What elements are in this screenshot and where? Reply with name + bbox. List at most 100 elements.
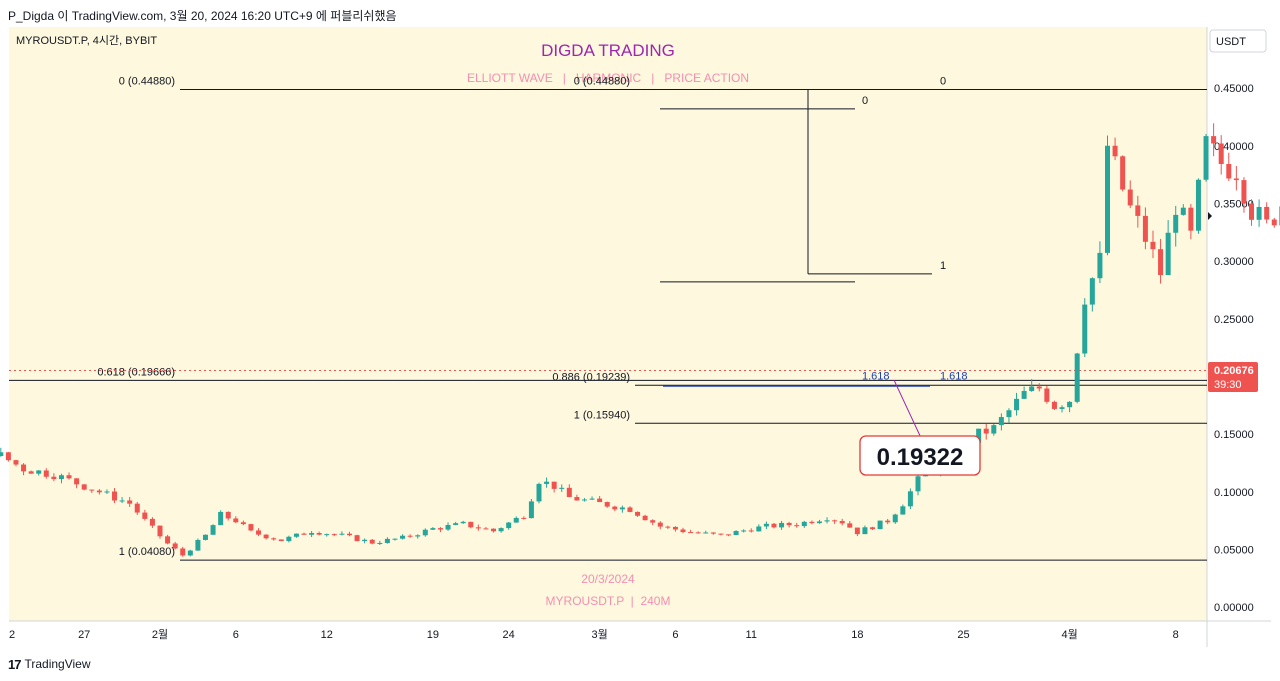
candle-body [1264, 206, 1270, 220]
candle-body [491, 528, 497, 532]
candle-body [430, 528, 436, 530]
candle-body [453, 523, 459, 525]
candle-body [460, 521, 466, 524]
candle-body [877, 520, 883, 530]
candle-body [415, 535, 421, 537]
candle-body [1203, 136, 1209, 180]
candle-body [127, 500, 133, 504]
price-tick-label: 0.35000 [1214, 198, 1254, 210]
candle-body [278, 539, 284, 542]
candle-body [619, 507, 625, 510]
candle-body [1059, 407, 1065, 409]
candle-body [483, 528, 489, 530]
price-tick-label: 0.15000 [1214, 429, 1254, 441]
candle-body [1271, 219, 1277, 226]
candle-body [703, 532, 709, 534]
candle-body [112, 491, 118, 501]
fib-retracements[interactable]: 0 (0.44880) 0.618 (0.19666) 1 (0.04080) 0 (… [9, 76, 1207, 561]
publish-header: P_Digda 이 TradingView.com, 3월 20, 2024 1… [0, 0, 1280, 28]
candle-body [149, 518, 155, 526]
candle-body [885, 520, 891, 523]
candle-body [1127, 189, 1133, 206]
candle-body [900, 506, 906, 515]
candle-body [680, 529, 686, 533]
time-tick-label: 6 [672, 629, 678, 641]
fib-level-label: 0.886 (0.19239) [552, 371, 630, 383]
currency-button[interactable] [1209, 29, 1267, 53]
candle-body [589, 498, 595, 500]
candle-body [51, 476, 57, 480]
candle-body [816, 521, 822, 524]
candle-body [862, 527, 868, 535]
time-tick-label: 8 [1173, 629, 1179, 641]
candle-body [1074, 353, 1080, 402]
time-tick-label: 6 [233, 629, 239, 641]
candle-body [233, 518, 239, 523]
candle-body [1097, 252, 1103, 279]
candle-body [551, 481, 557, 489]
time-tick-label: 4월 [1061, 628, 1077, 641]
candle-body [263, 534, 269, 539]
candle-body [695, 532, 701, 534]
candle-body [650, 520, 656, 523]
candle-body [66, 475, 72, 479]
candle-body [1195, 179, 1201, 231]
candle-body [1218, 143, 1224, 164]
candle-body [794, 525, 800, 527]
candle-body [915, 476, 921, 492]
candle-body [0, 452, 4, 457]
candle-body [1142, 215, 1148, 242]
tradingview-footer[interactable]: 17 TradingView [8, 655, 91, 673]
candle-body [657, 522, 663, 527]
candle-body [771, 523, 777, 528]
candle-body [847, 523, 853, 528]
candle-body [58, 475, 64, 480]
price-axis-background [1207, 27, 1271, 621]
candle-body [1036, 386, 1042, 389]
candle-body [1241, 180, 1247, 204]
time-tick-label: 12 [321, 629, 333, 641]
fib-level-label: 0 (0.44880) [574, 76, 630, 88]
candle-body [718, 533, 724, 535]
candle-body [339, 533, 345, 535]
candle-body [248, 524, 254, 531]
candle-body [28, 471, 34, 474]
price-tick-label: 0.25000 [1214, 314, 1254, 326]
candles [0, 123, 1280, 557]
price-axis-marker-icon [1208, 212, 1212, 220]
candle-body [422, 529, 428, 536]
candle-body [635, 511, 641, 516]
candle-body [536, 483, 542, 502]
candle-body [1173, 214, 1179, 233]
candle-body [134, 503, 140, 513]
candle-body [475, 527, 481, 529]
candle-body [1158, 249, 1164, 276]
time-axis: 2 27 2월 6 12 19 24 3월 6 11 18 25 4월 8 [9, 628, 1179, 641]
fib-level-label: 0 (0.44880) [119, 76, 175, 88]
candle-body [1256, 206, 1262, 220]
price-tick-label: 0.40000 [1214, 141, 1254, 153]
time-tick-label: 24 [503, 629, 515, 641]
price-callout-value: 0.19322 [877, 444, 964, 471]
candle-body [854, 527, 860, 535]
fib-level-label: 1 (0.15940) [574, 409, 630, 421]
fib-level-label: 1 (0.04080) [119, 546, 175, 558]
candle-body [665, 526, 671, 528]
price-callout-box[interactable] [859, 435, 981, 476]
symbol-line: MYROUSDT.P, 4시간, BYBIT [16, 34, 157, 47]
candle-body [293, 533, 299, 537]
candle-body [316, 533, 322, 535]
candle-body [331, 534, 337, 536]
candle-body [824, 520, 830, 522]
candle-body [779, 522, 785, 528]
candle-body [369, 539, 375, 544]
candle-body [741, 530, 747, 532]
candle-body [566, 487, 572, 498]
candle-body [597, 498, 603, 503]
candle-body [1006, 410, 1012, 418]
candle-body [256, 530, 262, 535]
candle-body [195, 539, 201, 551]
candle-body [309, 533, 315, 535]
candle-body [347, 533, 352, 536]
